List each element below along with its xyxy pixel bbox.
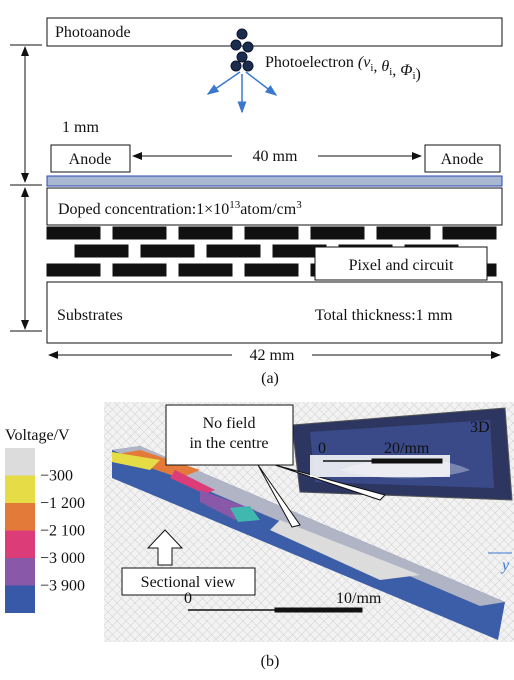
caption: (a) — [261, 370, 279, 387]
label: Substrates — [57, 307, 123, 324]
label: Photoanode — [55, 24, 131, 41]
pixel-block — [179, 264, 232, 276]
label: 40 mm — [253, 148, 298, 165]
electrons — [231, 29, 253, 71]
symbol: , Φ — [392, 62, 412, 79]
superscript: 3 — [296, 199, 302, 211]
electron-arrows — [208, 72, 276, 112]
panel-a-text: Photoanode Photoelectron (vi, θi, Φi) 1 … — [55, 24, 483, 387]
pixel-block — [75, 245, 128, 257]
color-swatch — [5, 503, 35, 531]
label: 10/mm — [336, 590, 382, 607]
color-swatch — [5, 558, 35, 586]
pixel-block — [245, 227, 298, 239]
label: Anode — [69, 151, 112, 168]
scale-bar — [372, 459, 442, 463]
close: ) — [416, 66, 421, 83]
caption: (b) — [261, 653, 280, 670]
pixel-block — [207, 245, 260, 257]
symbol: , θ — [373, 58, 389, 75]
label: 20/mm — [384, 440, 430, 457]
pixel-block — [245, 264, 298, 276]
label: Pixel and circuit — [349, 257, 454, 274]
label: Anode — [441, 151, 484, 168]
legend-label: −2 100 — [40, 523, 85, 540]
legend-label: −3 000 — [40, 550, 85, 567]
legend-label: −1 200 — [40, 495, 85, 512]
label: Doped concentration:1×1013atom/cm3 — [58, 199, 302, 218]
label: 3D — [470, 419, 490, 436]
color-swatch — [5, 448, 35, 476]
label: 42 mm — [250, 347, 295, 364]
panel-a — [10, 18, 502, 355]
pixel-block — [377, 227, 430, 239]
scale-bar — [275, 608, 362, 612]
pixel-block — [311, 227, 364, 239]
legend-title: Voltage/V — [5, 427, 70, 444]
unit: atom/cm — [240, 201, 297, 218]
pixel-block — [47, 264, 100, 276]
electrode-layer — [47, 176, 502, 186]
legend-label: −3 900 — [40, 578, 85, 595]
label: 0 — [184, 590, 192, 607]
label: 0 — [318, 440, 326, 457]
legend-label: −300 — [40, 468, 73, 485]
symbol: (v — [358, 54, 371, 71]
color-swatch — [5, 476, 35, 504]
color-swatch — [5, 586, 35, 614]
label: No field — [203, 415, 256, 432]
colorbar: −300 −1 200 −2 100 −3 000 −3 900 — [5, 448, 85, 613]
superscript: 13 — [229, 199, 241, 211]
label: in the centre — [189, 435, 268, 452]
color-swatch — [5, 531, 35, 559]
pixel-block — [47, 227, 100, 239]
pixel-block — [141, 245, 194, 257]
label: 1 mm — [62, 119, 99, 136]
label: Photoelectron (vi, θi, Φi) — [265, 54, 421, 83]
figure: Photoanode Photoelectron (vi, θi, Φi) 1 … — [0, 0, 514, 675]
label-text: Doped concentration:1×10 — [58, 201, 229, 218]
pixel-block — [113, 227, 166, 239]
axis-label: y — [500, 557, 510, 574]
label: Total thickness:1 mm — [315, 307, 453, 324]
label: Sectional view — [141, 574, 236, 591]
pixel-block — [179, 227, 232, 239]
pixel-block — [113, 264, 166, 276]
label-text: Photoelectron — [265, 54, 354, 71]
pixel-block — [443, 227, 496, 239]
